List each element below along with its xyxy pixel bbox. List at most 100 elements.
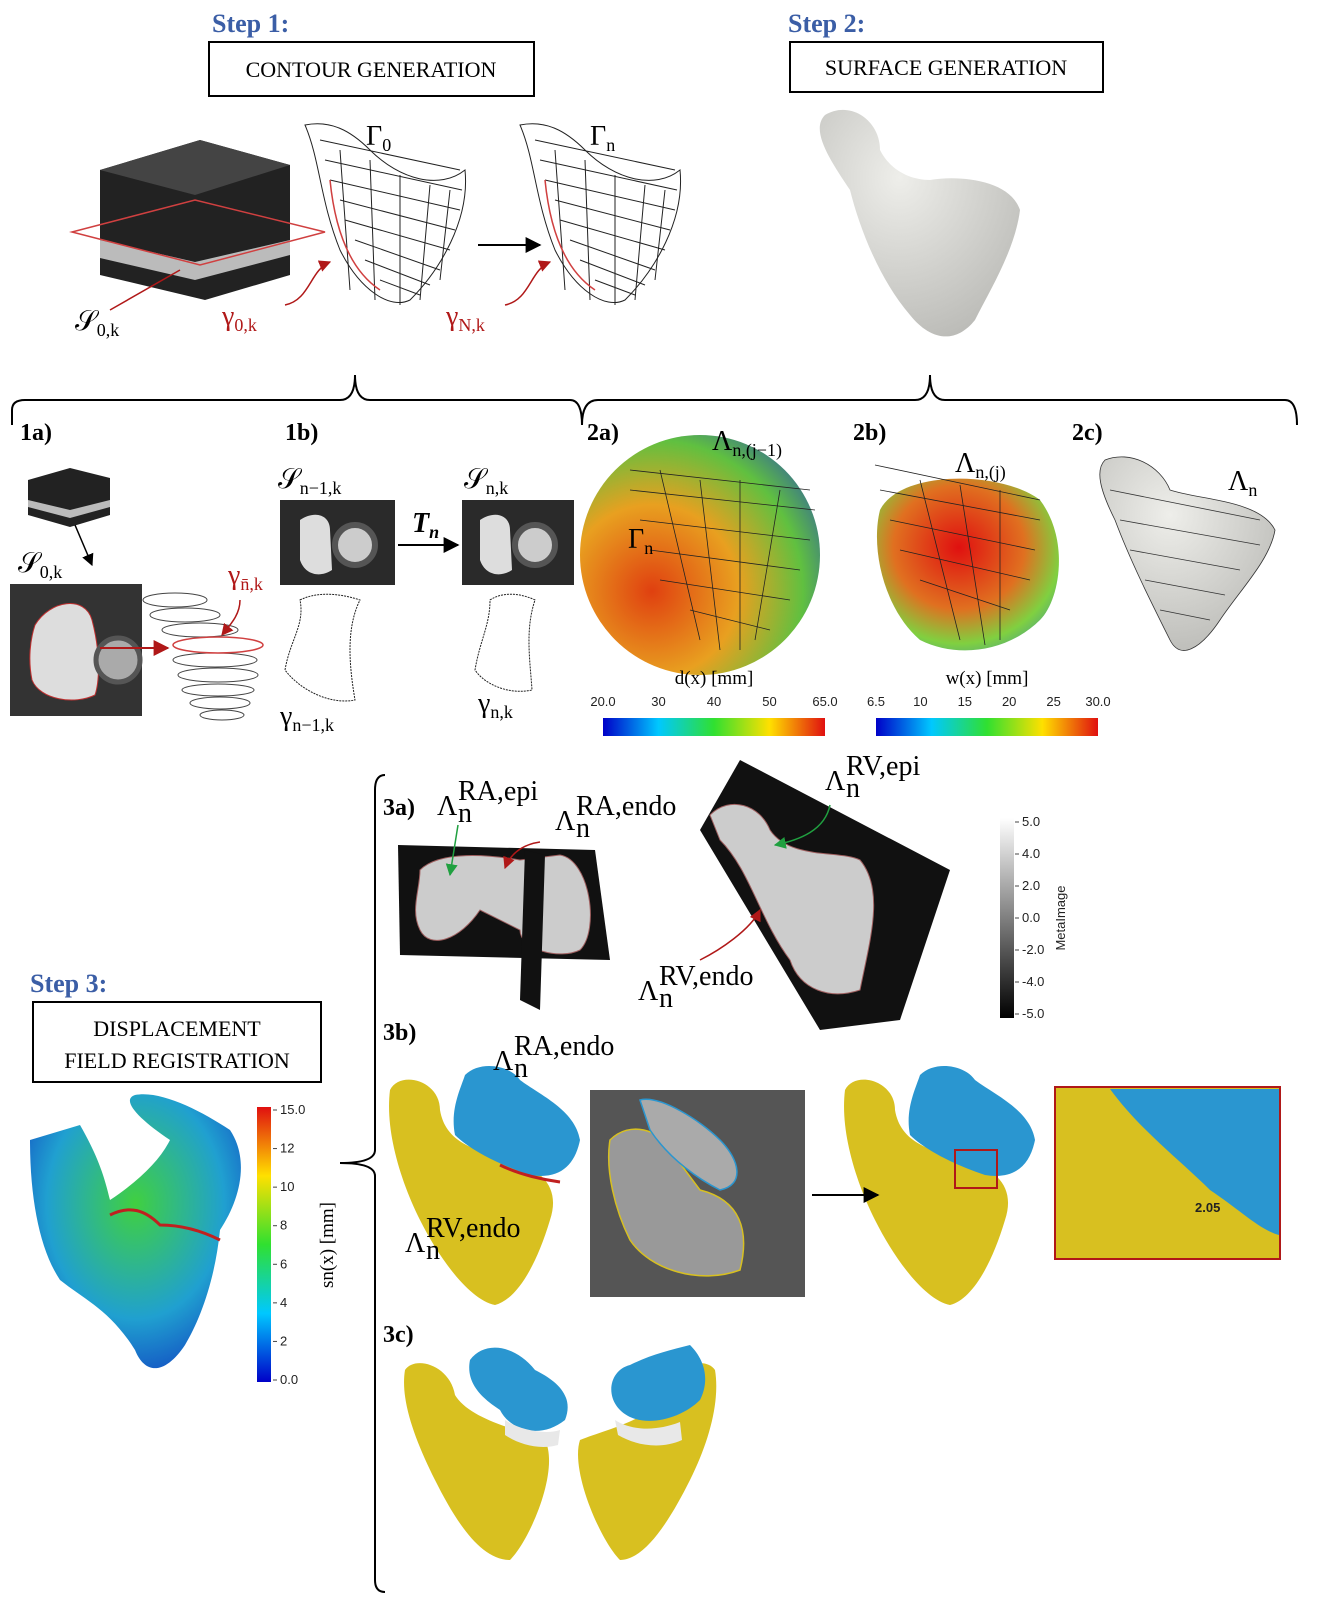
arrow <box>505 262 550 305</box>
math-label: 𝒮n,k <box>464 464 508 498</box>
step-box-text: CONTOUR GENERATION <box>246 57 497 82</box>
lv-region <box>515 525 555 565</box>
brace <box>340 775 385 1592</box>
rv-region <box>480 515 512 575</box>
colorbar-tick-label: 40 <box>707 694 721 709</box>
math-label: 𝒮0,k <box>75 306 119 340</box>
step-box-text: SURFACE GENERATION <box>825 55 1067 80</box>
colorbar-tick-label: -2.0 <box>1022 942 1044 957</box>
panel-label: 1a) <box>20 420 52 446</box>
math-label: γn,k <box>477 688 513 722</box>
math-label: Λ RV,epi n <box>825 751 920 804</box>
contour-stack-small <box>143 593 258 720</box>
math-label: γ0,k <box>221 301 257 335</box>
colorbar-tick-label: 20 <box>1002 694 1016 709</box>
math-sub: n <box>458 798 472 829</box>
surface <box>820 110 1020 337</box>
math-label: Λn,(j) <box>955 448 1006 483</box>
math-sub: n <box>846 773 860 804</box>
colorbar-tick-label: 0.0 <box>280 1372 298 1387</box>
figure: Step 1: CONTOUR GENERATION Step 2: SURFA… <box>0 0 1332 1600</box>
arrow <box>75 525 92 565</box>
panel-label: 3a) <box>383 795 415 821</box>
morphed-map <box>877 479 1059 651</box>
colorbar-tick-label: 65.0 <box>812 694 837 709</box>
math-sub: n <box>426 1235 440 1266</box>
lv-region <box>96 638 140 682</box>
colorbar <box>603 718 825 736</box>
displacement-surface <box>30 1094 241 1368</box>
colorbar-tick-label: 10 <box>280 1179 294 1194</box>
math-base: Λ <box>638 976 659 1007</box>
math-base: Λ <box>493 1046 514 1077</box>
colorbar-tick-label: 4.0 <box>1022 846 1040 861</box>
panel-label: 3b) <box>383 1020 416 1046</box>
math-label: Λn,(j−1) <box>712 426 782 461</box>
math-sup: RV,endo <box>659 961 753 992</box>
math-sup: RA,endo <box>576 791 676 822</box>
colorbar <box>257 1107 271 1382</box>
math-base: Λ <box>555 806 576 837</box>
contour-stack <box>305 124 681 305</box>
math-sub: n <box>659 983 673 1014</box>
colorbar-tick-label: 15.0 <box>280 1102 305 1117</box>
colorbar <box>1000 818 1014 1018</box>
contour <box>285 594 360 701</box>
colorbar-tick-label: 0.0 <box>1022 910 1040 925</box>
panel-label: 1b) <box>285 420 318 446</box>
distance-label: 2.05 <box>1195 1200 1220 1215</box>
colorbar-tick-label: 20.0 <box>590 694 615 709</box>
math-label: Tn <box>412 508 439 542</box>
colorbar-tick-label: 12 <box>280 1141 294 1156</box>
colorbar-label: MetaImage <box>1053 885 1068 950</box>
panel-label: 2a) <box>587 420 619 446</box>
colorbar-tick-label: -5.0 <box>1022 1006 1044 1021</box>
math-base: Λ <box>437 791 458 822</box>
panel-label: 2c) <box>1072 420 1103 446</box>
math-label: Γn <box>590 121 615 155</box>
red-contour <box>173 637 263 653</box>
colorbar-tick-label: 30.0 <box>1085 694 1110 709</box>
math-label: Λ RV,endo n <box>638 961 753 1014</box>
math-label: Γ0 <box>366 121 391 155</box>
math-sup: RA,endo <box>514 1031 614 1062</box>
math-sup: RV,endo <box>426 1213 520 1244</box>
math-label: Λn <box>1228 466 1257 500</box>
colorbar-tick-label: 6.5 <box>867 694 885 709</box>
math-label: Λ RA,endo n <box>555 791 676 844</box>
lv-region <box>335 525 375 565</box>
colorbar-tick-label: 50 <box>762 694 776 709</box>
colorbar-label: d(x) [mm] <box>675 668 754 689</box>
arrow <box>285 262 330 305</box>
colorbar-label: w(x) [mm] <box>946 668 1029 689</box>
math-base: Λ <box>405 1228 426 1259</box>
step-box-text: FIELD REGISTRATION <box>64 1048 290 1073</box>
math-sub: n <box>576 813 590 844</box>
brace <box>582 375 1297 425</box>
step-title: Step 3: <box>30 969 107 998</box>
colorbar-tick-label: 4 <box>280 1295 287 1310</box>
step-title: Step 2: <box>788 9 865 38</box>
image-cube-small <box>28 468 110 527</box>
math-label: Λ RA,endo n <box>493 1031 614 1084</box>
math-base: Λ <box>825 766 846 797</box>
math-label: γn−1,k <box>279 701 334 735</box>
math-label: 𝒮0,k <box>18 548 62 582</box>
colorbar-tick-label: 2.0 <box>1022 878 1040 893</box>
math-label: 𝒮n−1,k <box>278 464 341 498</box>
math-label: Λ RA,epi n <box>437 776 538 829</box>
colorbar-label: sn(x) [mm] <box>317 1202 338 1288</box>
colorbar-tick-label: -4.0 <box>1022 974 1044 989</box>
colorbar-tick-label: 30 <box>651 694 665 709</box>
step-title: Step 1: <box>212 9 289 38</box>
contour <box>475 594 535 691</box>
step-box-text: DISPLACEMENT <box>93 1016 261 1041</box>
colorbar <box>876 718 1098 736</box>
colorbar-tick-label: 2 <box>280 1333 287 1348</box>
brace <box>12 375 582 425</box>
colorbar-tick-label: 8 <box>280 1218 287 1233</box>
rv-region <box>300 515 332 575</box>
image-cube <box>72 140 325 300</box>
math-sub: n <box>514 1053 528 1084</box>
rv-region <box>30 604 99 700</box>
